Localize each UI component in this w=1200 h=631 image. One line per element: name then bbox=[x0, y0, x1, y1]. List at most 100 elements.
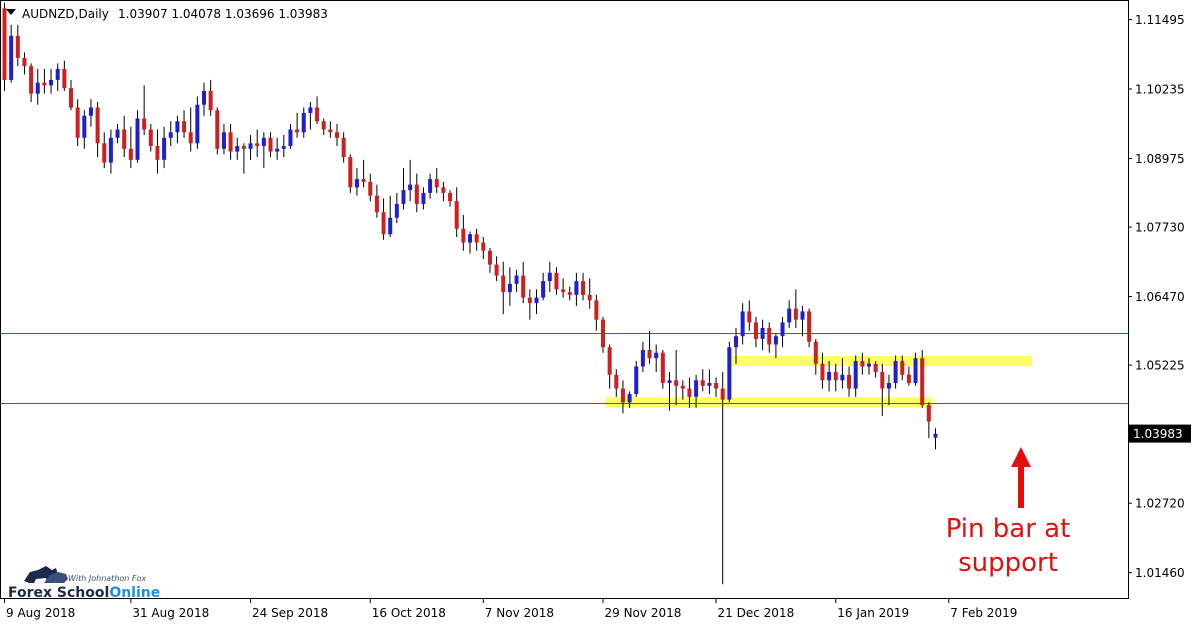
candle-body bbox=[368, 181, 373, 196]
candle bbox=[900, 355, 905, 381]
candle-body bbox=[75, 107, 80, 138]
candle-body bbox=[594, 300, 599, 320]
candle bbox=[521, 261, 526, 304]
candle bbox=[49, 68, 54, 94]
candle bbox=[248, 135, 253, 160]
candle-body bbox=[807, 311, 812, 342]
candle bbox=[2, 2, 7, 91]
candle bbox=[188, 107, 193, 152]
candle bbox=[261, 132, 266, 169]
candle-body bbox=[454, 201, 459, 229]
candle-body bbox=[514, 275, 519, 284]
candle-body bbox=[481, 242, 486, 251]
candle bbox=[168, 121, 173, 147]
candle-body bbox=[348, 157, 353, 188]
candle bbox=[348, 154, 353, 193]
candle bbox=[587, 278, 592, 309]
candle-body bbox=[787, 308, 792, 323]
time-tick-label: 24 Sep 2018 bbox=[252, 606, 328, 620]
candle-body bbox=[674, 380, 679, 386]
candle bbox=[288, 124, 293, 149]
candle bbox=[567, 286, 572, 301]
candle-body bbox=[501, 275, 506, 293]
candle-body bbox=[793, 308, 798, 320]
candle bbox=[441, 181, 446, 202]
candle bbox=[29, 63, 34, 102]
candle-body bbox=[601, 319, 605, 348]
candle bbox=[574, 272, 579, 306]
candle bbox=[561, 278, 566, 298]
candle bbox=[820, 352, 825, 389]
candle bbox=[680, 380, 685, 400]
candle-body bbox=[700, 380, 705, 386]
candle bbox=[454, 187, 459, 237]
candle-body bbox=[381, 212, 386, 235]
candle bbox=[694, 374, 699, 408]
candle-body bbox=[188, 132, 193, 144]
candle-body bbox=[687, 388, 692, 397]
candle-body bbox=[620, 388, 625, 403]
candle-body bbox=[487, 250, 492, 265]
candle-body bbox=[747, 311, 752, 323]
price-tick-label: 1.05225 bbox=[1135, 359, 1185, 373]
candle bbox=[135, 110, 140, 163]
candle bbox=[428, 173, 433, 199]
candle bbox=[747, 300, 752, 331]
candle-body bbox=[906, 374, 911, 384]
candle bbox=[620, 380, 625, 414]
candle bbox=[481, 236, 486, 260]
candle bbox=[753, 316, 758, 348]
candle-body bbox=[428, 179, 433, 193]
candle bbox=[773, 333, 778, 359]
candle bbox=[740, 303, 745, 345]
bull-bear-icon bbox=[24, 566, 68, 583]
candle-body bbox=[634, 366, 639, 395]
candles-layer bbox=[2, 2, 938, 585]
candle-body bbox=[208, 90, 213, 111]
candle-body bbox=[913, 358, 918, 384]
levels-layer bbox=[0, 333, 1128, 404]
candle bbox=[647, 330, 652, 364]
candle-body bbox=[827, 372, 832, 381]
candle bbox=[607, 344, 612, 389]
candle bbox=[634, 361, 639, 397]
candle-body bbox=[261, 137, 266, 147]
candle-body bbox=[122, 129, 127, 149]
candle bbox=[667, 372, 672, 411]
price-tick-label: 1.11495 bbox=[1135, 13, 1185, 27]
candle bbox=[255, 129, 260, 158]
candle bbox=[195, 96, 200, 149]
candle-body bbox=[128, 148, 133, 160]
candle bbox=[55, 63, 60, 91]
candle bbox=[434, 168, 439, 193]
candle bbox=[368, 173, 373, 202]
candle-body bbox=[361, 179, 366, 182]
candle-body bbox=[108, 137, 113, 163]
dropdown-triangle-icon[interactable] bbox=[6, 9, 16, 15]
candle-body bbox=[581, 281, 586, 295]
candle bbox=[880, 363, 885, 417]
candle-body bbox=[275, 148, 280, 152]
candle-body bbox=[15, 35, 20, 58]
annotation-arrow-shaft bbox=[1018, 464, 1024, 508]
candle-body bbox=[102, 143, 107, 163]
price-tick-label: 1.07730 bbox=[1135, 221, 1185, 235]
candle bbox=[507, 267, 512, 306]
candle-body bbox=[873, 363, 878, 373]
candle bbox=[241, 143, 246, 174]
candle-body bbox=[22, 57, 27, 67]
candle-body bbox=[541, 281, 546, 298]
candle bbox=[69, 79, 73, 111]
candle bbox=[235, 137, 240, 160]
candle bbox=[268, 132, 273, 158]
candle-body bbox=[142, 118, 147, 130]
candle bbox=[687, 377, 692, 408]
candle-body bbox=[547, 272, 552, 282]
candle bbox=[315, 96, 320, 125]
price-tick-label: 1.08975 bbox=[1135, 152, 1185, 166]
candle bbox=[335, 124, 339, 147]
candle bbox=[388, 195, 393, 237]
candle bbox=[640, 341, 645, 373]
time-tick-label: 21 Dec 2018 bbox=[718, 606, 795, 620]
candle-body bbox=[461, 228, 466, 243]
